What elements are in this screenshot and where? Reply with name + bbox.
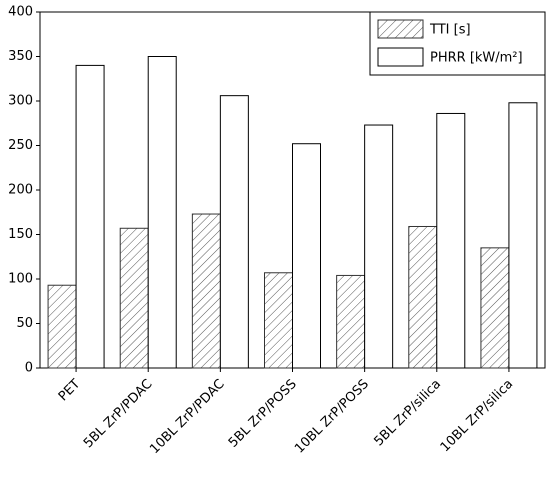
y-tick-label: 400 [8, 5, 33, 20]
y-tick-label: 50 [16, 316, 33, 331]
y-tick-label: 0 [25, 361, 33, 376]
y-tick-label: 350 [8, 49, 33, 64]
bar [364, 124, 394, 369]
bar [292, 143, 321, 369]
bar [264, 272, 293, 369]
bar [219, 95, 249, 369]
x-tick-label: 5BL ZrP/POSS [226, 377, 300, 451]
bar [119, 227, 149, 369]
y-tick-label: 200 [8, 183, 33, 198]
bar [408, 225, 438, 369]
x-tick-label: 5BL ZrP/PDAC [81, 377, 156, 452]
bar [436, 112, 466, 369]
legend-label: TTI [s] [429, 23, 471, 38]
x-tick-label: 5BL ZrP/silica [371, 377, 444, 450]
bar [336, 274, 366, 369]
y-tick-label: 150 [8, 227, 33, 242]
legend-swatch [377, 19, 424, 39]
y-tick-label: 100 [8, 272, 33, 287]
legend-swatch [377, 47, 424, 67]
x-tick-label: 10BL ZrP/PDAC [147, 377, 227, 457]
bar [75, 64, 105, 369]
legend-label: PHRR [kW/m²] [430, 51, 523, 66]
bar [480, 247, 510, 369]
x-tick-label: 10BL ZrP/silica [438, 377, 517, 456]
y-tick-label: 250 [8, 138, 33, 153]
bar [147, 56, 177, 369]
bar [508, 102, 538, 369]
y-tick-label: 300 [8, 94, 33, 109]
x-tick-label: PET [56, 377, 84, 405]
bar [47, 284, 77, 369]
bar [191, 213, 221, 369]
x-tick-label: 10BL ZrP/POSS [292, 377, 372, 457]
